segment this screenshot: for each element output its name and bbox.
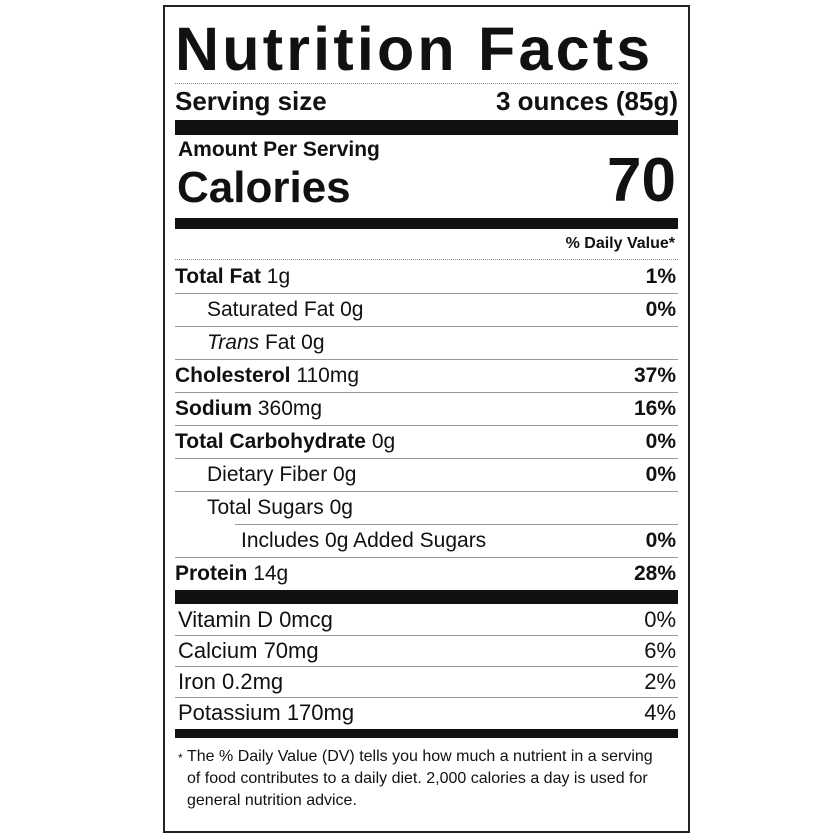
nutrient-row-trans-fat: Trans Fat 0g bbox=[175, 326, 678, 359]
nutrient-name: Total Sugars bbox=[207, 496, 324, 519]
nutrient-row-total-sugars: Total Sugars 0g bbox=[175, 491, 678, 524]
nutrient-name: Fat bbox=[264, 331, 296, 354]
daily-value-header: % Daily Value* bbox=[175, 229, 678, 260]
nutrient-row-protein: Protein 14g 28% bbox=[175, 557, 678, 590]
footnote-text: The % Daily Value (DV) tells you how muc… bbox=[187, 748, 653, 809]
vitamin-row-vitamin-d: Vitamin D 0mcg 0% bbox=[175, 604, 678, 635]
nutrient-name: Cholesterol bbox=[175, 364, 291, 387]
calories-value: 70 bbox=[607, 146, 676, 215]
thick-divider bbox=[175, 729, 678, 738]
vitamin-list: Vitamin D 0mcg 0% Calcium 70mg 6% Iron 0… bbox=[175, 604, 678, 728]
nutrient-dv: 0% bbox=[645, 463, 676, 486]
serving-size-row: Serving size 3 ounces (85g) bbox=[175, 84, 678, 118]
nutrient-row-cholesterol: Cholesterol 110mg 37% bbox=[175, 359, 678, 392]
nutrient-amount: 0g bbox=[340, 298, 364, 321]
vitamin-label: Iron 0.2mg bbox=[178, 669, 284, 694]
calories-section: Amount Per Serving Calories 70 bbox=[175, 135, 678, 218]
nutrient-dv: 1% bbox=[645, 264, 676, 288]
vitamin-row-potassium: Potassium 170mg 4% bbox=[175, 697, 678, 728]
serving-size-label: Serving size bbox=[175, 85, 327, 116]
nutrient-amount: 0g bbox=[329, 496, 353, 519]
footnote-asterisk: * bbox=[178, 751, 183, 765]
nutrient-name: Sodium bbox=[175, 397, 252, 420]
nutrition-facts-label: Nutrition Facts Serving size 3 ounces (8… bbox=[163, 5, 690, 833]
thick-divider bbox=[175, 218, 678, 229]
vitamin-dv: 2% bbox=[644, 669, 676, 694]
nutrient-row-total-fat: Total Fat 1g 1% bbox=[175, 260, 678, 293]
nutrient-dv: 37% bbox=[633, 364, 676, 387]
vitamin-row-iron: Iron 0.2mg 2% bbox=[175, 666, 678, 697]
amount-per-serving-label: Amount Per Serving bbox=[178, 138, 380, 161]
nutrient-amount: 110mg bbox=[296, 364, 360, 387]
nutrient-amount: 360mg bbox=[257, 397, 323, 420]
nutrient-amount: 14g bbox=[253, 562, 289, 585]
nutrient-name: Saturated Fat bbox=[207, 298, 335, 321]
nutrient-row-added-sugars: Includes 0g Added Sugars 0% bbox=[235, 524, 678, 557]
nutrient-name: Protein bbox=[175, 562, 248, 585]
nutrient-row-total-carbohydrate: Total Carbohydrate 0g 0% bbox=[175, 425, 678, 458]
vitamin-label: Vitamin D 0mcg bbox=[178, 606, 333, 632]
nutrient-name: Total Fat bbox=[175, 264, 261, 288]
nutrient-name: Total Carbohydrate bbox=[175, 430, 366, 453]
nutrient-dv: 0% bbox=[645, 430, 676, 453]
nutrient-dv: 16% bbox=[633, 397, 676, 420]
nutrient-row-sodium: Sodium 360mg 16% bbox=[175, 392, 678, 425]
nutrient-name: Dietary Fiber bbox=[207, 463, 328, 486]
thick-divider bbox=[175, 590, 678, 604]
nutrient-row-dietary-fiber: Dietary Fiber 0g 0% bbox=[175, 458, 678, 491]
nutrient-list: Total Fat 1g 1% Saturated Fat 0g 0% Tran… bbox=[175, 260, 678, 590]
calories-label: Calories bbox=[177, 163, 351, 212]
vitamin-dv: 4% bbox=[644, 700, 676, 725]
serving-size-value: 3 ounces (85g) bbox=[495, 85, 678, 116]
vitamin-label: Calcium 70mg bbox=[178, 638, 319, 663]
vitamin-row-calcium: Calcium 70mg 6% bbox=[175, 635, 678, 666]
nutrient-dv: 0% bbox=[645, 298, 676, 321]
nutrient-dv: 28% bbox=[633, 562, 676, 585]
vitamin-dv: 0% bbox=[644, 606, 676, 632]
nutrient-amount: 0g bbox=[333, 463, 357, 486]
nutrient-amount: 0g bbox=[371, 430, 396, 453]
nutrient-amount: 1g bbox=[266, 264, 291, 288]
label-title: Nutrition Facts bbox=[175, 7, 678, 84]
nutrient-row-saturated-fat: Saturated Fat 0g 0% bbox=[175, 293, 678, 326]
nutrient-name-italic: Trans bbox=[207, 331, 260, 354]
vitamin-dv: 6% bbox=[644, 638, 676, 663]
nutrient-dv: 0% bbox=[645, 529, 676, 552]
footnote: * The % Daily Value (DV) tells you how m… bbox=[175, 738, 678, 812]
vitamin-label: Potassium 170mg bbox=[178, 700, 355, 725]
thick-divider bbox=[175, 120, 678, 135]
nutrient-amount: 0g bbox=[301, 331, 325, 354]
nutrient-name: Includes 0g Added Sugars bbox=[241, 529, 487, 552]
